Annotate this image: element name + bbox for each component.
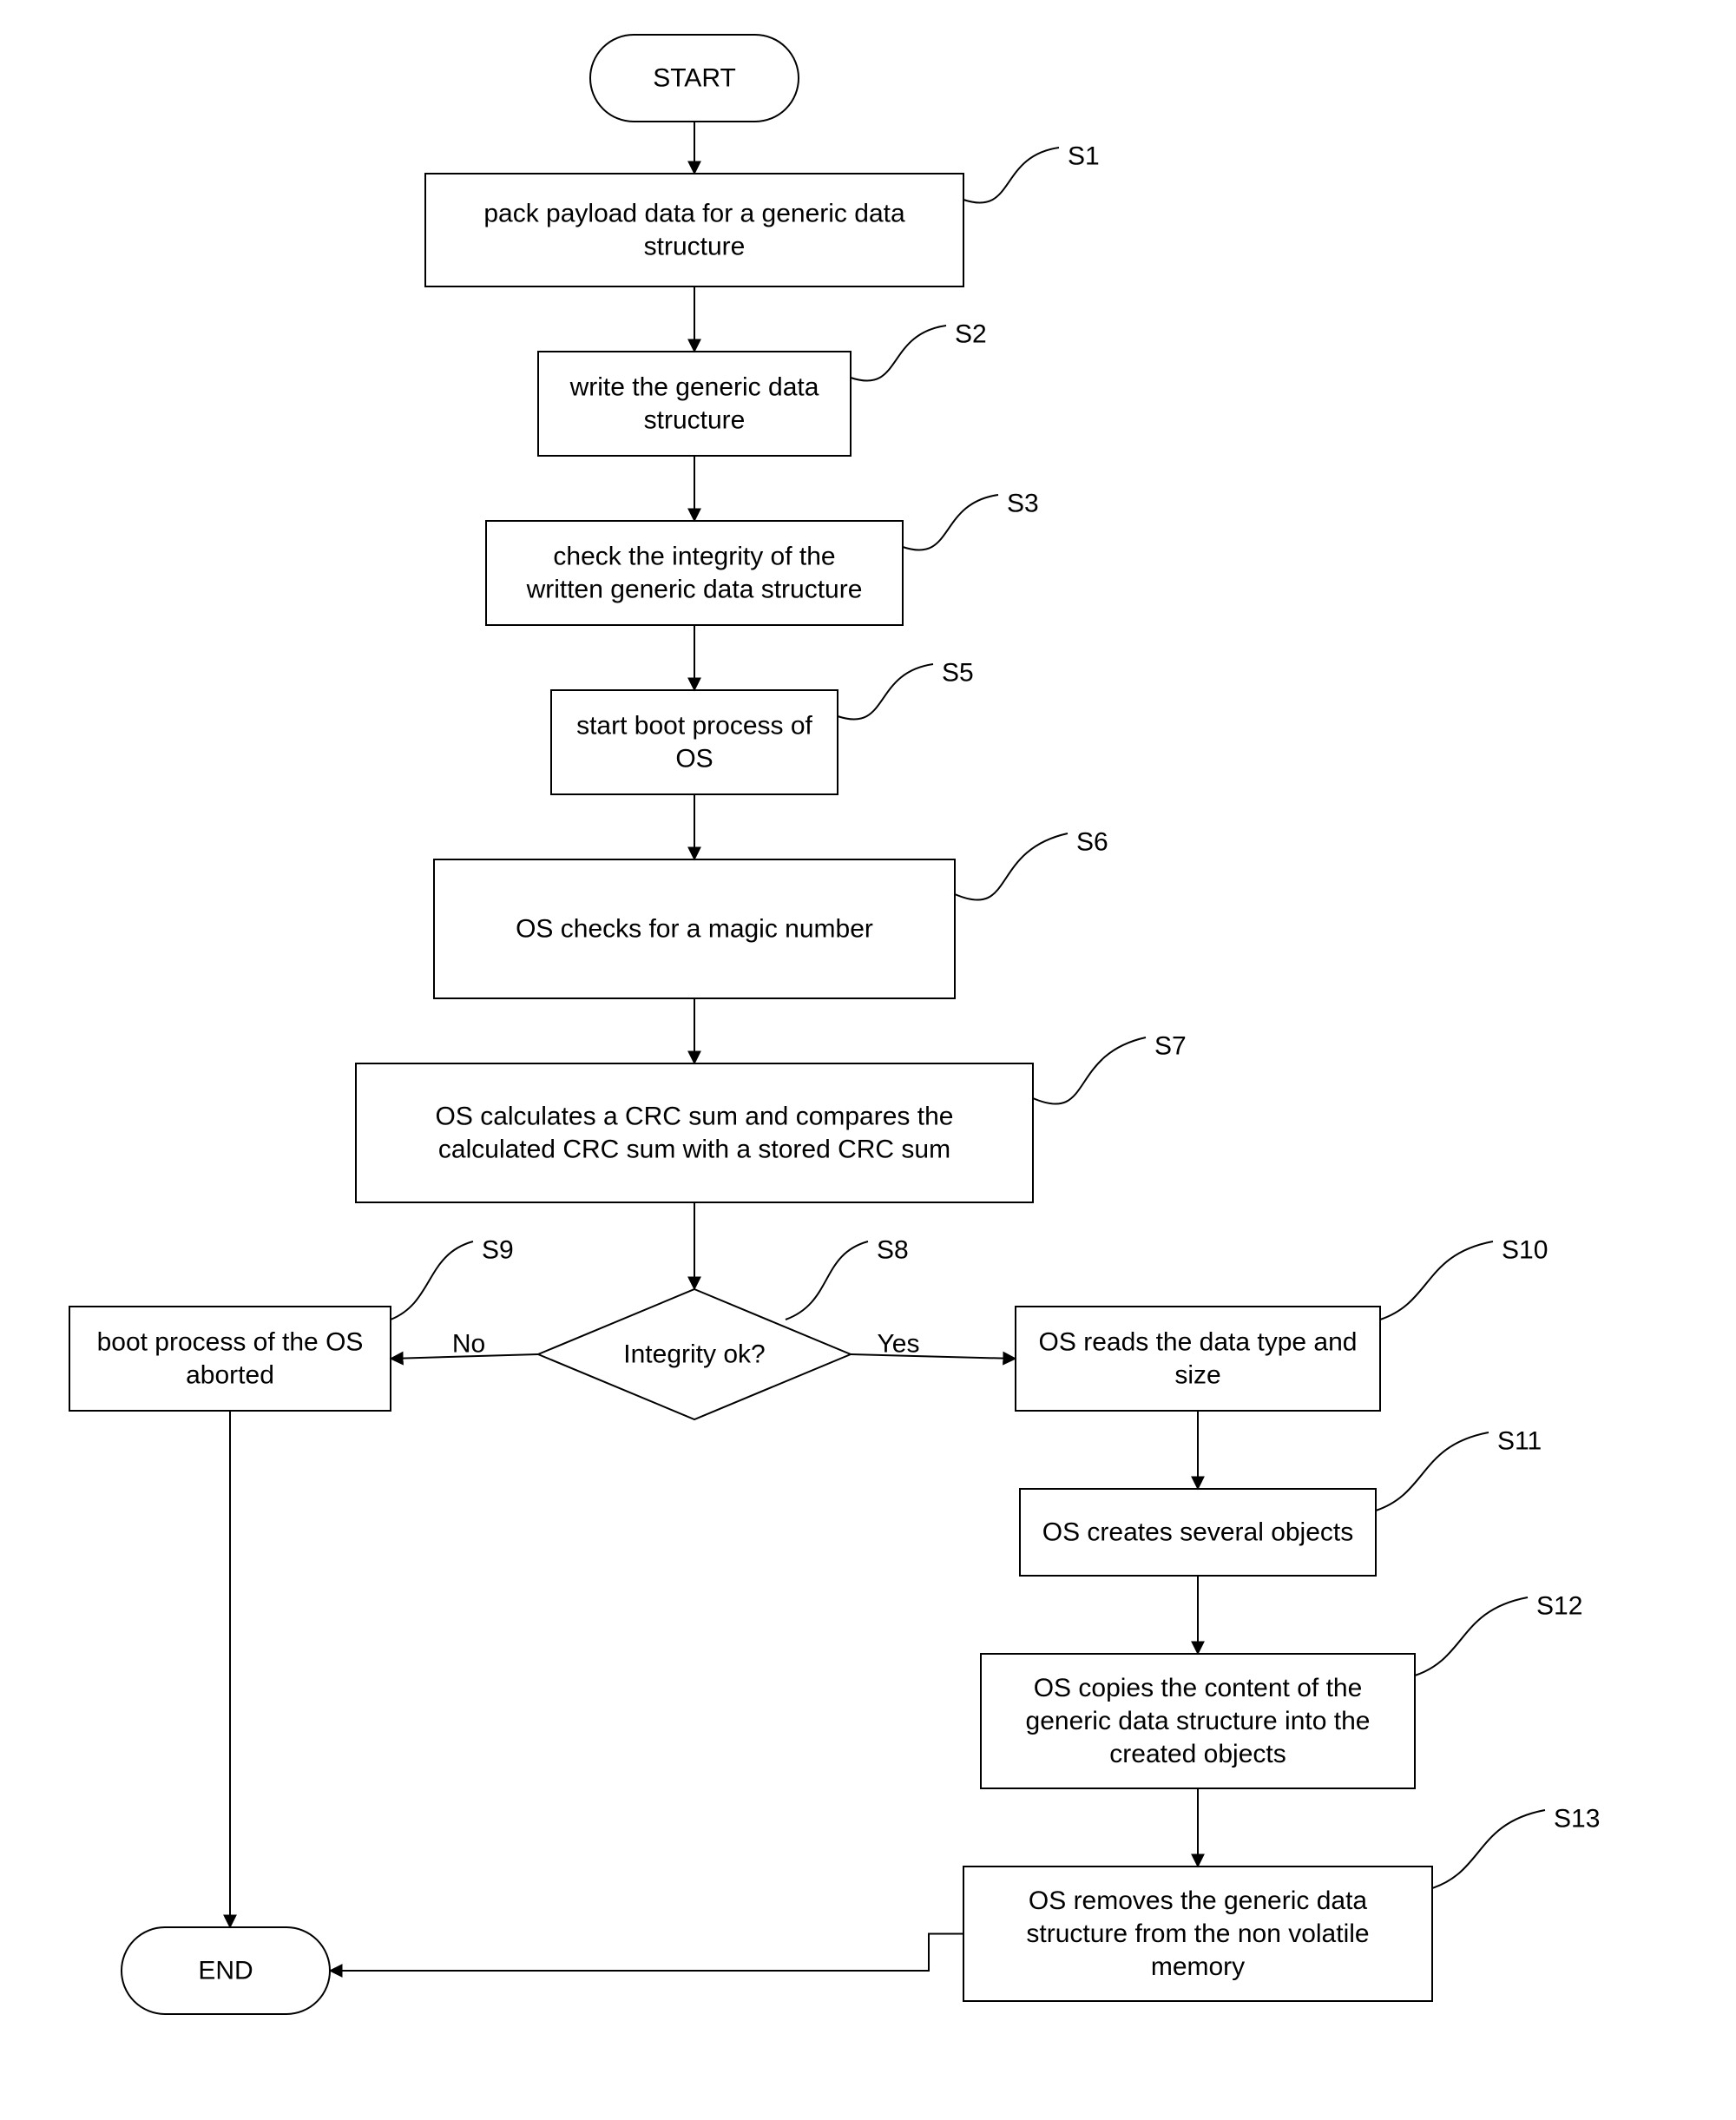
step-label-s7: S7: [1154, 1032, 1187, 1061]
node-s10-line: OS reads the data type and: [1039, 1328, 1358, 1357]
step-label-s9: S9: [482, 1236, 514, 1265]
node-s12-line: created objects: [1109, 1740, 1286, 1768]
node-s13-line: OS removes the generic data: [1029, 1886, 1368, 1915]
node-s7-line: calculated CRC sum with a stored CRC sum: [438, 1136, 950, 1164]
node-s7: [356, 1063, 1033, 1202]
node-s3-line: check the integrity of the: [553, 543, 835, 571]
callout-connector: [1415, 1597, 1528, 1676]
node-s2-line: write the generic data: [569, 373, 819, 402]
node-s9: [69, 1307, 391, 1411]
end-label: END: [198, 1957, 253, 1985]
node-s3-line: written generic data structure: [526, 576, 863, 604]
node-s5-line: OS: [675, 745, 713, 774]
edge: [851, 1354, 1016, 1359]
node-s5-line: start boot process of: [576, 712, 812, 741]
callout-connector: [851, 326, 946, 381]
decision-s8-label: Integrity ok?: [623, 1340, 765, 1369]
node-s10-line: size: [1174, 1361, 1220, 1390]
node-s2-line: structure: [644, 406, 746, 435]
node-s11-line: OS creates several objects: [1042, 1518, 1354, 1547]
node-s1-line: structure: [644, 233, 746, 261]
node-s3: [486, 521, 903, 625]
step-label-s13: S13: [1554, 1805, 1600, 1834]
edge: [330, 1934, 963, 1972]
step-label-s10: S10: [1502, 1236, 1548, 1265]
node-s13-line: memory: [1151, 1952, 1245, 1981]
callout-connector: [786, 1241, 868, 1320]
node-s10: [1016, 1307, 1380, 1411]
node-s7-line: OS calculates a CRC sum and compares the: [436, 1103, 954, 1131]
callout-connector: [391, 1241, 473, 1320]
step-label-s3: S3: [1007, 490, 1039, 518]
edge-label: No: [452, 1330, 485, 1359]
node-s5: [551, 690, 838, 794]
step-label-s11: S11: [1497, 1427, 1542, 1456]
callout-connector: [963, 148, 1059, 203]
node-s9-line: boot process of the OS: [97, 1328, 364, 1357]
callout-connector: [1380, 1241, 1493, 1320]
step-label-s2: S2: [955, 320, 987, 349]
step-label-s5: S5: [942, 659, 974, 688]
node-s13-line: structure from the non volatile: [1026, 1919, 1369, 1948]
step-label-s1: S1: [1068, 142, 1100, 171]
step-label-s8: S8: [877, 1236, 909, 1265]
node-s12-line: OS copies the content of the: [1034, 1674, 1363, 1702]
node-s12-line: generic data structure into the: [1026, 1707, 1371, 1735]
callout-connector: [903, 495, 998, 550]
edge-label: Yes: [878, 1330, 920, 1359]
node-s1-line: pack payload data for a generic data: [483, 200, 905, 228]
callout-connector: [955, 833, 1068, 900]
start-label: START: [653, 64, 736, 93]
callout-connector: [1033, 1037, 1146, 1104]
node-s6-line: OS checks for a magic number: [516, 915, 873, 944]
callout-connector: [1376, 1432, 1489, 1511]
step-label-s12: S12: [1536, 1592, 1582, 1621]
node-s1: [425, 174, 963, 286]
step-label-s6: S6: [1076, 828, 1108, 857]
callout-connector: [1432, 1810, 1545, 1888]
callout-connector: [838, 664, 933, 720]
node-s9-line: aborted: [186, 1361, 274, 1390]
node-s2: [538, 352, 851, 456]
